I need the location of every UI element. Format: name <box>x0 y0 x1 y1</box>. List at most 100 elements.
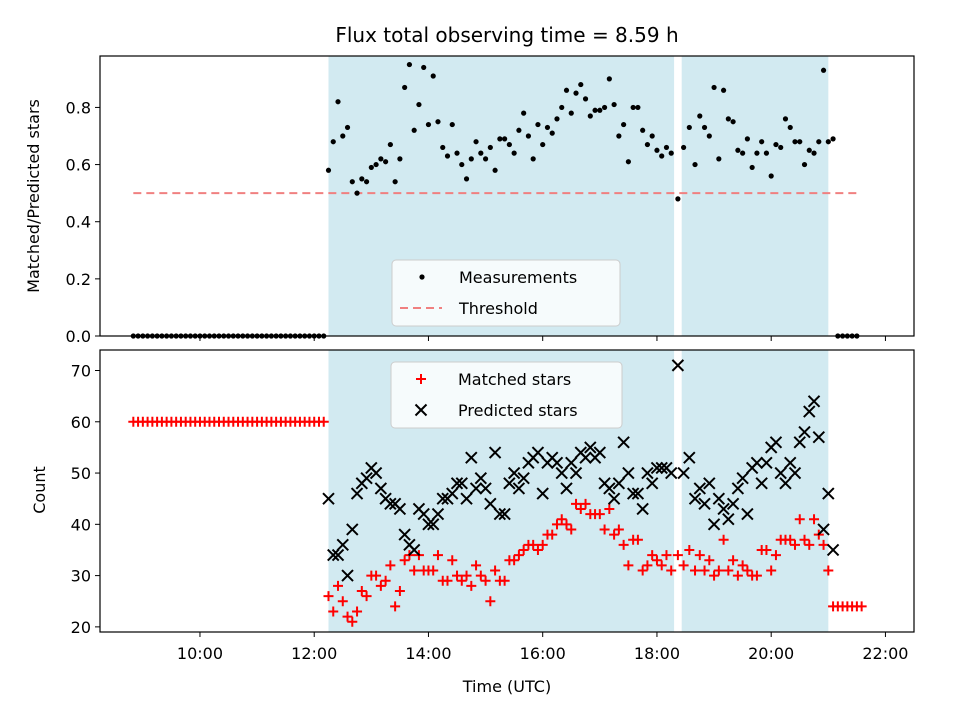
measurement-point <box>668 150 674 156</box>
matched-star-point <box>480 575 491 586</box>
measurement-point <box>444 153 451 159</box>
matched-star-point <box>371 570 382 581</box>
predicted-star-point <box>612 477 626 490</box>
predicted-star-point <box>731 482 745 495</box>
measurement-point <box>806 147 812 153</box>
top-y-tick-label: 0.4 <box>66 213 91 232</box>
matched-star-point <box>571 498 582 509</box>
matched-star-point <box>723 565 734 576</box>
legend-predicted-marker <box>414 403 428 417</box>
predicted-star-point <box>417 507 430 521</box>
top-y-tick-label: 0.2 <box>66 270 91 289</box>
matched-star-point <box>742 565 753 576</box>
predicted-star-point <box>645 477 659 490</box>
matched-star-point <box>328 606 339 617</box>
matched-star-point <box>547 529 558 540</box>
predicted-star-point <box>726 497 740 511</box>
matched-star-point <box>456 575 467 586</box>
matched-star-point <box>823 565 834 576</box>
top-y-tick-label: 0.6 <box>66 156 91 175</box>
measurement-point <box>349 179 355 185</box>
legend-measurement-marker <box>419 274 425 280</box>
matched-star-point <box>637 565 648 576</box>
predicted-star-point <box>512 482 526 495</box>
measurement-point <box>578 81 584 88</box>
matched-star-point <box>804 539 815 550</box>
measurement-point <box>675 196 681 202</box>
measurement-point <box>659 153 665 159</box>
measurement-point <box>749 164 755 171</box>
measurement-point <box>506 141 512 148</box>
measurement-point <box>383 159 389 165</box>
matched-star-point <box>385 560 396 571</box>
predicted-star-point <box>803 405 816 418</box>
matched-star-point <box>342 611 353 622</box>
predicted-star-point <box>631 487 645 500</box>
measurement-point <box>340 133 346 139</box>
matched-star-point <box>609 529 620 540</box>
measurement-point <box>492 167 498 173</box>
predicted-star-point <box>474 471 488 485</box>
predicted-star-point <box>722 512 735 526</box>
matched-star-point <box>642 560 653 571</box>
x-tick-label: 22:00 <box>862 644 908 663</box>
matched-star-point <box>751 570 762 581</box>
measurement-point <box>725 116 731 122</box>
bottom-y-tick-label: 70 <box>71 362 91 381</box>
predicted-star-point <box>493 507 507 521</box>
matched-star-point <box>594 509 605 520</box>
measurement-point <box>692 161 698 168</box>
matched-star-point <box>818 539 829 550</box>
bottom-legend: Matched stars Predicted stars <box>390 361 623 429</box>
predicted-star-point <box>384 497 397 511</box>
predicted-star-point <box>712 492 726 505</box>
predicted-star-point <box>331 548 345 562</box>
predicted-star-point <box>550 456 564 470</box>
predicted-star-point <box>360 471 373 485</box>
measurement-point <box>640 127 646 133</box>
measurement-point <box>654 147 660 153</box>
predicted-star-point <box>741 507 754 521</box>
measurement-point <box>468 156 474 162</box>
measurement-point <box>549 130 555 136</box>
matched-star-point <box>809 514 820 525</box>
matched-star-point <box>356 585 367 596</box>
matched-star-point <box>690 565 701 576</box>
matched-star-point <box>490 565 501 576</box>
measurement-point <box>359 176 365 182</box>
predicted-star-point <box>407 543 421 557</box>
predicted-star-point <box>560 482 573 495</box>
measurement-point <box>411 127 417 133</box>
measurement-point <box>482 156 489 162</box>
bottom-y-axis-label: Count <box>30 466 49 514</box>
matched-star-point <box>352 606 363 617</box>
top-y-axis-label: Matched/Predicted stars <box>24 99 43 293</box>
matched-star-point <box>604 503 615 514</box>
predicted-star-point <box>431 507 445 521</box>
measurement-point <box>392 179 398 185</box>
measurement-point <box>782 116 789 122</box>
predicted-star-point <box>322 492 335 505</box>
predicted-star-point <box>603 482 616 495</box>
matched-star-point <box>789 539 800 550</box>
matched-star-point <box>337 596 348 607</box>
measurement-point <box>797 139 803 145</box>
measurement-point <box>335 99 341 105</box>
measurement-point <box>363 179 370 185</box>
measurement-point <box>516 127 522 133</box>
measurement-point <box>430 73 436 79</box>
bottom-panel: 20 30 40 50 60 70 10:00 12:00 14:00 16:00 18:00 20:… <box>71 349 915 663</box>
predicted-star-point <box>798 425 811 439</box>
predicted-star-point <box>688 492 702 505</box>
matched-star-point <box>466 580 477 591</box>
predicted-star-point <box>774 466 787 480</box>
predicted-star-point <box>450 477 464 490</box>
predicted-star-point <box>584 441 597 454</box>
predicted-star-point <box>517 471 530 485</box>
measurement-point <box>825 139 831 145</box>
predicted-star-point <box>436 492 449 505</box>
predicted-star-point <box>593 446 607 459</box>
predicted-star-point <box>336 538 349 552</box>
matched-star-point <box>678 560 689 571</box>
predicted-star-point <box>607 492 621 505</box>
